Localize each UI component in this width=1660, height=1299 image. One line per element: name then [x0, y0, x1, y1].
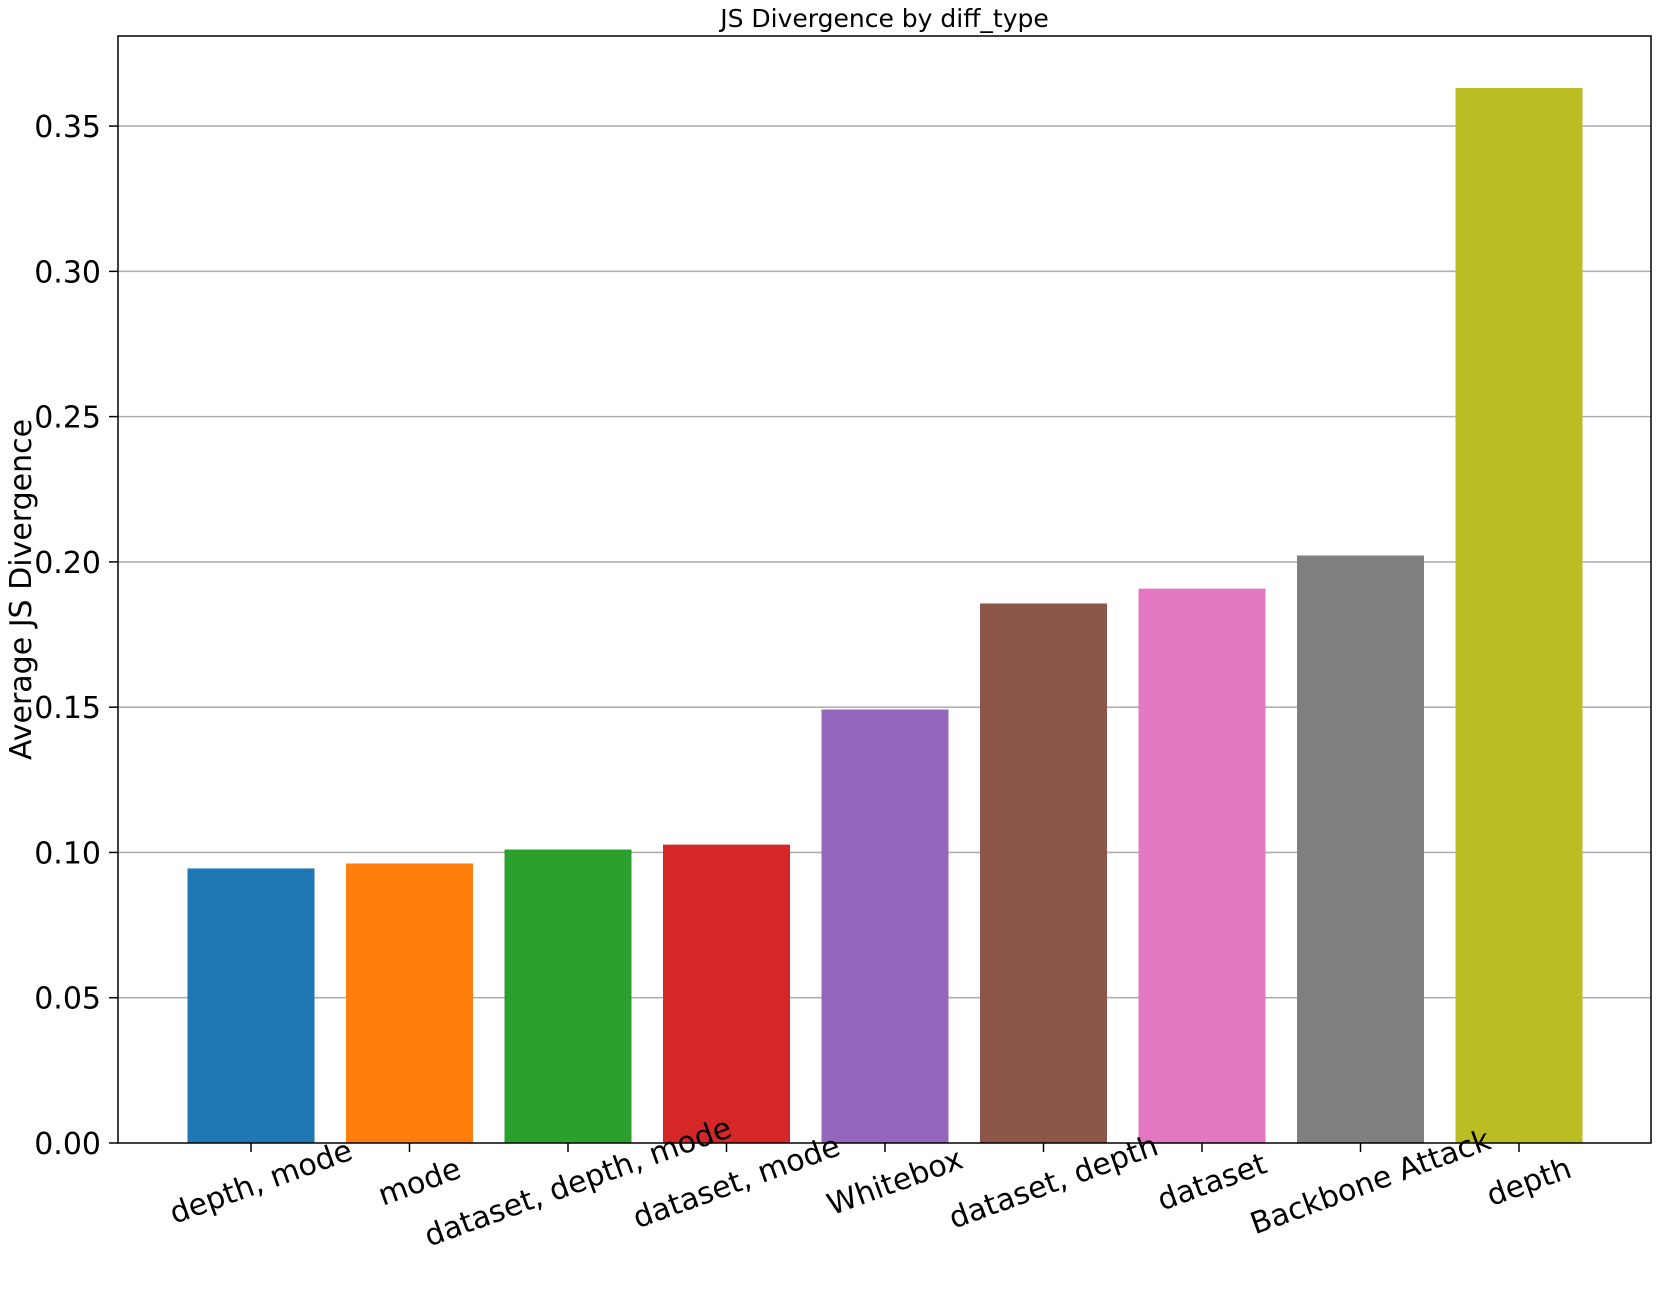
bars: [187, 88, 1583, 1143]
y-tick-label: 0.30: [34, 255, 101, 290]
y-axis-title: Average JS Divergence: [4, 419, 39, 760]
y-tick-label: 0.00: [34, 1127, 101, 1162]
y-tick-label: 0.05: [34, 982, 101, 1017]
bar-2: [504, 849, 632, 1143]
bar-1: [346, 863, 473, 1143]
y-tick-label: 0.25: [34, 401, 101, 436]
bar-0: [187, 868, 315, 1143]
y-tick-label: 0.15: [34, 691, 101, 726]
bar-5: [980, 603, 1107, 1143]
y-tick-label: 0.20: [34, 546, 101, 581]
bar-4: [821, 709, 949, 1143]
bar-3: [663, 844, 790, 1143]
y-tick-label: 0.35: [34, 110, 101, 145]
chart-title: JS Divergence by diff_type: [718, 4, 1049, 33]
y-tick-label: 0.10: [34, 836, 101, 871]
bar-8: [1455, 88, 1583, 1143]
bar-7: [1297, 555, 1424, 1143]
bar-6: [1138, 588, 1266, 1143]
